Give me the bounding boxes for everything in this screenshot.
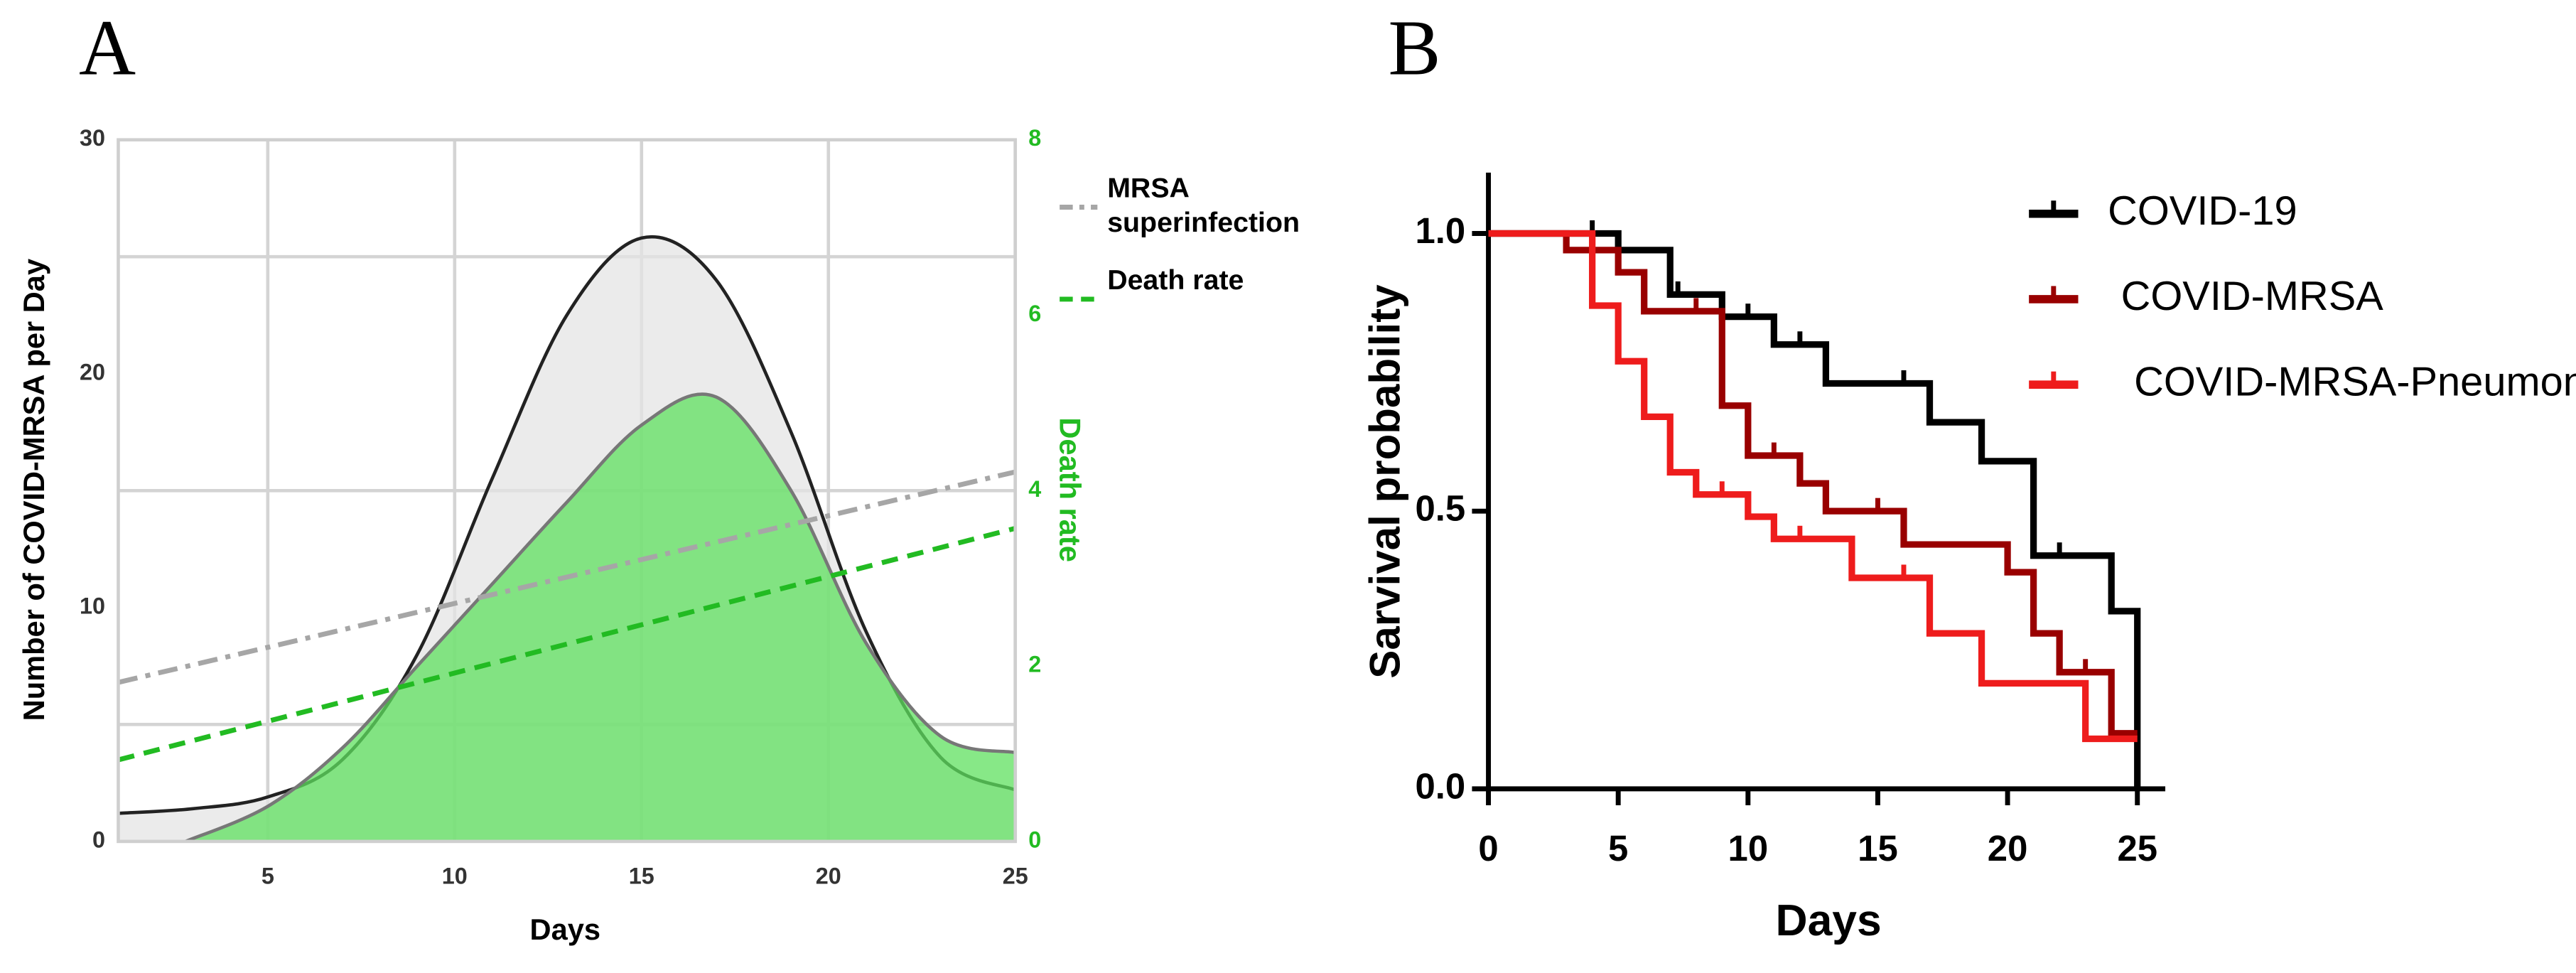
x-tick-label: 20 — [816, 863, 841, 888]
y2-tick-label: 6 — [1028, 301, 1041, 326]
x-tick-label: 5 — [1608, 828, 1628, 869]
legend-label: COVID-19 — [2108, 188, 2297, 234]
x-tick-label: 15 — [1858, 828, 1898, 869]
survival-line — [1488, 230, 2141, 789]
legend-label: COVID-MRSA — [2121, 274, 2384, 319]
y2-tick-label: 2 — [1028, 652, 1041, 677]
y-axis-label: Number of COVID-MRSA per Day — [17, 259, 50, 721]
panel-label: A — [79, 4, 136, 92]
panel-label: B — [1389, 4, 1441, 92]
y2-axis-label: Death rate — [1054, 417, 1087, 562]
survival-line — [1488, 230, 2138, 737]
legend-label: Death rate — [1107, 264, 1244, 296]
y-tick-label: 20 — [80, 359, 105, 385]
x-tick-label: 5 — [262, 863, 274, 888]
y-tick-label: 30 — [80, 125, 105, 151]
y2-tick-label: 8 — [1028, 125, 1041, 151]
x-tick-label: 10 — [442, 863, 468, 888]
line — [117, 525, 1016, 763]
y-tick-label: 1.0 — [1415, 210, 1465, 251]
plot-border — [117, 138, 1018, 844]
x-axis-label: Days — [530, 913, 600, 946]
y2-tick-label: 4 — [1028, 476, 1041, 502]
survival-line — [1488, 230, 2138, 743]
x-tick-label: 20 — [1988, 828, 2028, 869]
x-tick-label: 25 — [1003, 863, 1028, 888]
x-tick-label: 25 — [2117, 828, 2157, 869]
y-axis-label: Sarvival probability — [1361, 284, 1408, 679]
x-tick-label: 0 — [1478, 828, 1498, 869]
y-tick-label: 0 — [92, 827, 105, 852]
x-axis-label: Days — [1776, 896, 1882, 945]
line — [185, 392, 1016, 843]
legend-label: MRSA superinfection — [1107, 172, 1300, 239]
legend-entry: Death rate — [1107, 264, 1244, 296]
x-tick-label: 15 — [629, 863, 654, 888]
y-tick-label: 0.5 — [1415, 488, 1465, 529]
legend-entry: MRSA superinfection — [1107, 172, 1300, 239]
legend-label: COVID-MRSA-Pneumonia — [2134, 359, 2576, 404]
area — [185, 394, 1015, 842]
y-tick-label: 0.0 — [1415, 765, 1465, 806]
line — [117, 469, 1016, 685]
y-tick-label: 10 — [80, 593, 105, 618]
x-tick-label: 10 — [1728, 828, 1769, 869]
y2-tick-label: 0 — [1028, 827, 1041, 852]
